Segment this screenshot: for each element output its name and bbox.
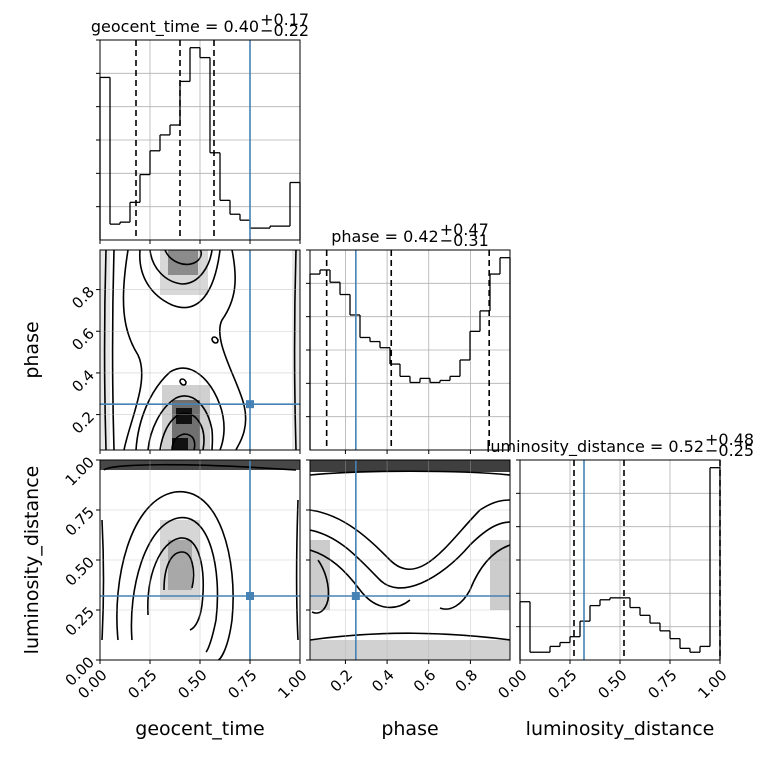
density-contours (310, 470, 510, 641)
x-tick-label: 0.75 (644, 666, 680, 702)
panel-2d-luminosity-distance-vs-phase (310, 459, 510, 661)
panel-title-text: geocent_time = 0.40 (91, 17, 259, 37)
x-tick-label: 0.50 (174, 666, 210, 702)
x-tick-label: 0.4 (368, 666, 398, 696)
panel-titles: geocent_time = 0.40 +0.17−0.22 phase = 0.4… (91, 10, 754, 460)
y-axis-label: luminosity_distance (21, 466, 43, 655)
panel-title-text: phase = 0.42 (331, 227, 438, 246)
y-tick-label: 0.25 (62, 603, 98, 639)
truth-marker (246, 400, 254, 409)
panel-title-upper: +0.17 (260, 10, 309, 29)
x-tick-label: 0.50 (594, 666, 630, 702)
y-tick-label: 0.50 (62, 553, 98, 589)
truth-marker (246, 592, 254, 600)
panel-hist-luminosity-distance (516, 459, 721, 660)
panel-title-lower: −0.22 (260, 21, 309, 40)
panel-title-upper: +0.48 (705, 430, 754, 449)
truth-lines (100, 40, 585, 660)
panel-hist-geocent-time (96, 39, 301, 240)
y-tick-label: 0.4 (68, 366, 98, 396)
panel-title: phase = 0.42 +0.47−0.31 (331, 220, 489, 250)
density-contours (103, 250, 297, 450)
y-axis-label: phase (21, 321, 43, 378)
panel-2d-luminosity-distance-vs-geocent-time (99, 459, 301, 661)
x-tick-label: 0.6 (410, 666, 440, 696)
y-tick-label: 0.6 (68, 325, 98, 355)
density-heatmap (310, 460, 510, 660)
y-tick-label: 0.75 (62, 503, 98, 539)
x-tick-label: 0.75 (224, 666, 260, 702)
density-contours (101, 463, 299, 660)
x-axis-label: luminosity_distance (526, 718, 715, 740)
x-axis-label: geocent_time (135, 718, 264, 740)
x-tick-label: 1.00 (274, 666, 310, 702)
x-tick-label: 0.2 (327, 666, 357, 696)
x-tick-label: 0.25 (124, 666, 160, 702)
truth-marker (351, 592, 360, 600)
panel-2d-phase-vs-geocent-time (99, 250, 301, 450)
panel-title-text: luminosity_distance = 0.52 (486, 437, 704, 457)
x-tick-label: 1.00 (694, 666, 730, 702)
axis-labels: geocent_time phase luminosity_distancephas… (21, 321, 714, 740)
y-tick-label: 0.8 (68, 283, 98, 313)
panel-title-lower: −0.31 (440, 231, 489, 250)
panel-hist-phase (306, 249, 511, 450)
panel-title-lower: −0.25 (705, 441, 754, 460)
panel-title-upper: +0.47 (440, 220, 489, 239)
x-tick-label: 0.8 (452, 666, 482, 696)
y-tick-label: 0.2 (68, 408, 98, 438)
x-tick-label: 0.00 (494, 666, 530, 702)
panel-frame (309, 249, 511, 451)
x-tick-label: 0.25 (544, 666, 580, 702)
x-axis-label: phase (381, 718, 438, 740)
panel-title: geocent_time = 0.40 +0.17−0.22 (91, 10, 309, 40)
y-tick-label: 1.00 (62, 453, 98, 489)
panel-title: luminosity_distance = 0.52 +0.48−0.25 (486, 430, 754, 460)
